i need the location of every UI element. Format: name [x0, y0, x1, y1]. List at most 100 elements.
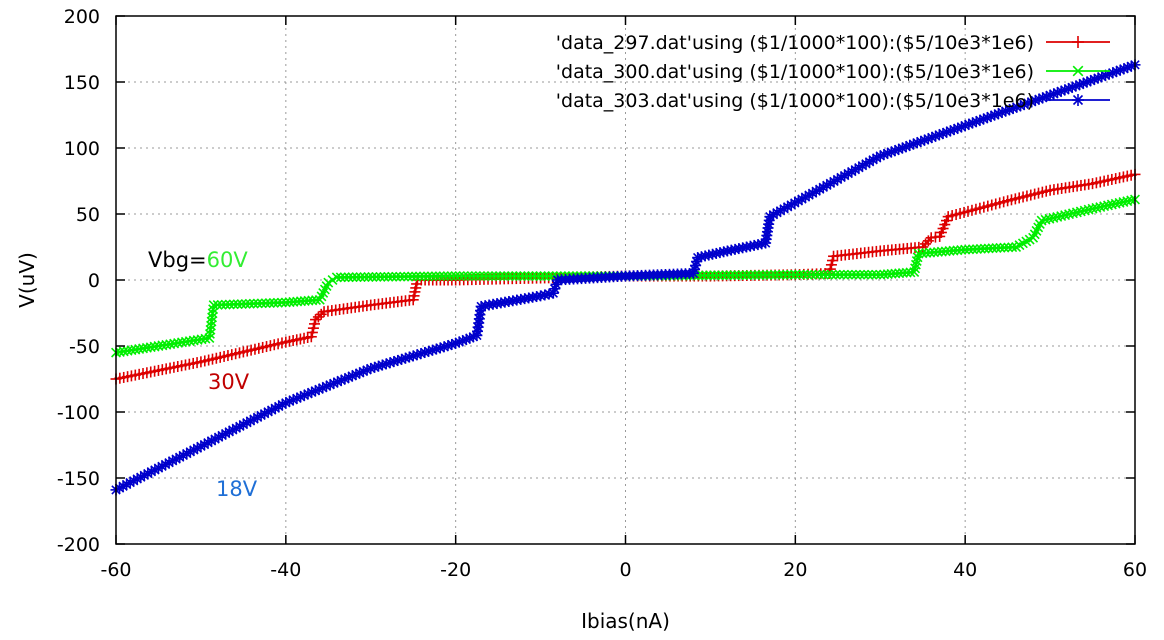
data-point — [232, 299, 243, 310]
data-point — [705, 270, 716, 281]
data-point — [415, 271, 425, 282]
data-point — [192, 334, 203, 345]
x-tick-label: 60 — [1123, 559, 1147, 581]
y-tick-label: -100 — [57, 402, 100, 424]
data-point — [782, 269, 793, 280]
data-point — [838, 269, 849, 280]
data-point — [236, 299, 247, 310]
data-point — [207, 308, 218, 319]
data-point — [454, 271, 465, 282]
data-point — [701, 270, 712, 281]
annotation-part: 60V — [207, 248, 249, 272]
data-point — [960, 244, 971, 255]
x-tick-label: -20 — [440, 559, 471, 581]
data-point — [691, 256, 703, 268]
data-point — [260, 298, 271, 309]
data-point — [118, 346, 129, 357]
data-point — [466, 271, 477, 282]
data-point — [956, 245, 967, 255]
data-point — [503, 271, 514, 282]
data-point — [944, 245, 955, 256]
data-point — [134, 344, 145, 354]
legend: 'data_297.dat'using ($1/1000*100):($5/10… — [556, 32, 1110, 112]
data-point — [122, 345, 133, 356]
data-point — [975, 243, 986, 254]
data-point — [276, 297, 287, 308]
data-point — [312, 311, 324, 323]
data-point — [910, 263, 921, 274]
data-point — [826, 269, 837, 280]
data-point — [842, 269, 853, 280]
data-point — [331, 272, 342, 283]
data-point — [717, 270, 728, 281]
data-point — [1126, 195, 1137, 206]
data-point — [446, 271, 457, 282]
data-point — [968, 244, 978, 255]
data-point — [126, 345, 137, 356]
data-point — [383, 271, 394, 282]
data-point — [697, 270, 708, 281]
data-point — [749, 270, 760, 280]
x-tick-label: -40 — [270, 559, 301, 581]
data-point — [523, 271, 534, 282]
data-point — [863, 269, 874, 280]
data-point — [365, 362, 377, 374]
data-point — [762, 269, 772, 280]
data-point — [758, 270, 768, 280]
data-point — [871, 269, 882, 280]
data-point — [834, 269, 845, 280]
data-point — [971, 244, 982, 254]
data-point — [932, 246, 943, 257]
data-point — [543, 271, 554, 282]
y-tick-label: -150 — [57, 468, 100, 490]
data-point — [339, 272, 350, 283]
data-point — [910, 259, 921, 270]
data-point — [240, 298, 251, 309]
data-point — [264, 298, 275, 308]
x-tick-label: -60 — [100, 559, 131, 581]
legend-label: 'data_300.dat'using ($1/1000*100):($5/10… — [556, 61, 1034, 83]
data-point — [180, 336, 191, 347]
data-point — [1091, 202, 1102, 213]
data-point — [974, 114, 986, 126]
y-axis-title: V(uV) — [15, 252, 39, 308]
data-point — [343, 371, 355, 383]
data-point — [363, 272, 374, 282]
data-point — [987, 243, 998, 254]
data-point — [138, 343, 148, 354]
data-point — [507, 271, 518, 282]
data-point — [855, 269, 865, 280]
data-point — [713, 270, 724, 281]
data-point — [822, 269, 833, 280]
data-point — [399, 271, 410, 282]
data-point — [991, 243, 1002, 253]
data-point — [999, 242, 1010, 253]
data-point — [391, 271, 402, 282]
data-point — [403, 271, 414, 282]
y-tick-label: 0 — [88, 270, 100, 292]
legend-label: 'data_297.dat'using ($1/1000*100):($5/10… — [556, 32, 1034, 54]
data-point — [766, 269, 777, 280]
data-point — [165, 339, 176, 350]
data-point — [821, 179, 833, 191]
data-point — [470, 271, 481, 282]
data-point — [1106, 199, 1117, 210]
data-point — [149, 341, 160, 352]
annotation-part: 18V — [216, 477, 258, 501]
y-tick-label: 200 — [64, 6, 100, 28]
data-point — [867, 269, 878, 280]
data-point — [315, 308, 327, 320]
data-point — [310, 314, 322, 326]
data-point — [141, 342, 152, 353]
legend-marker — [1072, 36, 1084, 48]
data-point — [224, 299, 235, 310]
data-point — [157, 340, 168, 351]
legend-label: 'data_303.dat'using ($1/1000*100):($5/10… — [556, 90, 1034, 112]
legend-marker — [1072, 94, 1084, 106]
data-point — [721, 270, 732, 281]
data-point — [1110, 198, 1121, 209]
data-point — [487, 271, 498, 282]
data-point — [1003, 242, 1014, 253]
data-point — [474, 271, 485, 282]
